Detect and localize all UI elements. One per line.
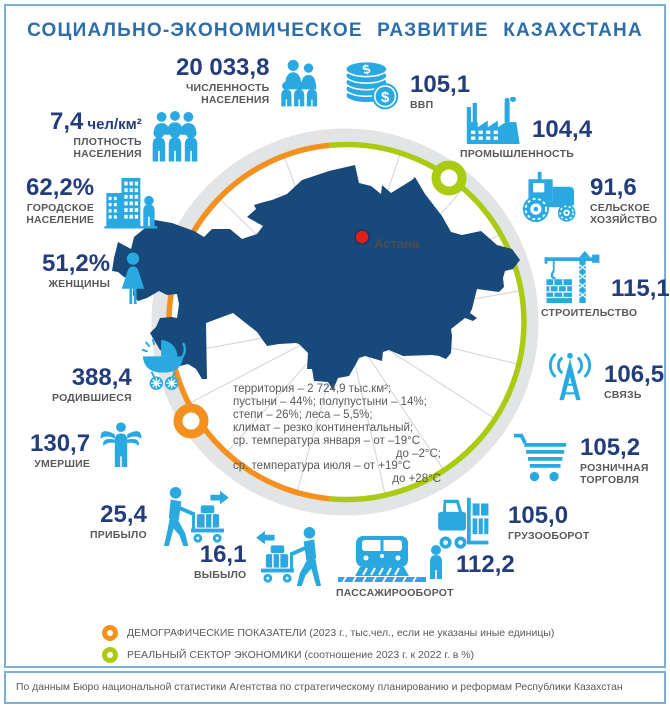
angel-icon — [98, 418, 144, 470]
industry-label: ПРОМЫШЛЕННОСТЬ — [460, 148, 574, 160]
deaths-value: 130,7 — [30, 430, 91, 457]
departed-value: 16,1 — [199, 541, 247, 568]
agriculture-label: СЕЛЬСКОЕ ХОЗЯЙСТВО — [590, 202, 658, 227]
stat-communications: 106,5 СВЯЗЬ — [544, 350, 664, 402]
pram-icon — [140, 336, 186, 394]
stat-departed: 16,1 ВЫБЫЛО — [194, 526, 330, 586]
agriculture-value: 91,6 — [590, 174, 637, 201]
source-note: По данным Бюро национальной статистики А… — [4, 671, 666, 704]
train-icon — [336, 534, 448, 583]
fact-line: степи – 26%; леса – 5,5%; — [233, 408, 373, 421]
women-value: 51,2% — [42, 250, 111, 277]
urban-label: ГОРОДСКОЕ НАСЕЛЕНИЕ — [26, 202, 95, 227]
births-label: РОДИВШИЕСЯ — [52, 392, 132, 404]
coins-icon: $ $ — [342, 56, 402, 114]
arrived-value: 25,4 — [100, 501, 147, 528]
density-unit: чел/км² — [87, 116, 142, 133]
stat-population: 20 033,8 ЧИСЛЕННОСТЬ НАСЕЛЕНИЯ — [176, 56, 323, 109]
legend-demographic-text: ДЕМОГРАФИЧЕСКИЕ ПОКАЗАТЕЛИ (2023 г., тыс… — [127, 627, 555, 639]
stat-gdp: $ $ 105,1 ВВП — [342, 56, 470, 114]
shopping-cart-icon — [510, 430, 572, 484]
fact-line: климат – резко континентальный; — [233, 421, 414, 434]
gdp-label: ВВП — [410, 99, 434, 111]
stat-births: 388,4 РОДИВШИЕСЯ — [52, 336, 186, 404]
page-title: СОЦИАЛЬНО-ЭКОНОМИЧЕСКОЕ РАЗВИТИЕ КАЗАХСТ… — [27, 20, 643, 41]
country-facts: территория – 2 724,9 тыс.км²; пустыни – … — [233, 383, 441, 486]
crowd-icon — [150, 110, 200, 163]
stat-deaths: 130,7 УМЕРШИЕ — [30, 418, 144, 470]
svg-text:$: $ — [361, 61, 373, 78]
stat-agriculture: 91,6 СЕЛЬСКОЕ ХОЗЯЙСТВО — [514, 170, 657, 227]
urban-value: 62,2% — [26, 174, 95, 201]
stat-density: 7,4 чел/км² ПЛОТНОСТЬ НАСЕЛЕНИЯ — [50, 110, 200, 163]
stat-industry: 104,4 ПРОМЫШЛЕННОСТЬ — [460, 97, 592, 160]
departed-label: ВЫБЫЛО — [194, 569, 247, 581]
density-label: ПЛОТНОСТЬ НАСЕЛЕНИЯ — [73, 136, 142, 161]
population-value: 20 033,8 — [176, 54, 270, 81]
crane-icon — [541, 250, 603, 303]
family-icon — [277, 56, 323, 109]
stat-urban: 62,2% ГОРОДСКОЕ НАСЕЛЕНИЕ — [26, 176, 158, 229]
source-note-text: По данным Бюро национальной статистики А… — [16, 682, 623, 693]
legend: ДЕМОГРАФИЧЕСКИЕ ПОКАЗАТЕЛИ (2023 г., тыс… — [102, 625, 554, 669]
fact-line: ср. температура января – от –19°С — [233, 434, 421, 447]
demographic-ring-icon — [102, 625, 118, 641]
passenger-value: 112,2 — [456, 551, 515, 578]
fact-line: пустыни – 44%; полупустыни – 14%; — [233, 395, 427, 408]
factory-icon — [460, 97, 524, 144]
fact-line: ср. температура июля – от +19°С — [233, 460, 411, 473]
fact-line: территория – 2 724,9 тыс.км²; — [233, 383, 392, 395]
passenger-label: ПАССАЖИРООБОРОТ — [336, 587, 454, 599]
gdp-value: 105,1 — [410, 71, 471, 98]
radio-tower-icon — [544, 350, 596, 402]
communications-value: 106,5 — [604, 361, 665, 388]
legend-economy: РЕАЛЬНЫЙ СЕКТОР ЭКОНОМИКИ (соотношение 2… — [102, 647, 554, 663]
city-icon — [102, 176, 158, 229]
svg-text:$: $ — [381, 89, 390, 106]
legend-demographic: ДЕМОГРАФИЧЕСКИЕ ПОКАЗАТЕЛИ (2023 г., тыс… — [102, 625, 554, 641]
industry-value: 104,4 — [532, 116, 593, 143]
construction-label: СТРОИТЕЛЬСТВО — [541, 307, 638, 319]
fact-line: до +28°С — [392, 473, 441, 486]
retail-label: РОЗНИЧНАЯ ТОРГОВЛЯ — [580, 462, 649, 487]
stat-retail: 105,2 РОЗНИЧНАЯ ТОРГОВЛЯ — [510, 430, 649, 487]
freight-label: ГРУЗООБОРОТ — [508, 530, 590, 542]
arrived-label: ПРИБЫЛО — [90, 529, 147, 541]
economy-ring-icon — [102, 647, 118, 663]
freight-value: 105,0 — [508, 502, 569, 529]
population-label: ЧИСЛЕННОСТЬ НАСЕЛЕНИЯ — [185, 82, 270, 107]
construction-value: 115,1 — [611, 275, 670, 302]
legend-economy-text: РЕАЛЬНЫЙ СЕКТОР ЭКОНОМИКИ (соотношение 2… — [127, 649, 475, 661]
tractor-icon — [514, 170, 582, 224]
fact-line: до –2°С; — [395, 447, 441, 460]
communications-label: СВЯЗЬ — [604, 389, 642, 401]
births-value: 388,4 — [71, 364, 132, 391]
density-value: 7,4 — [50, 108, 84, 135]
retail-value: 105,2 — [580, 434, 641, 461]
stat-construction: 115,1 СТРОИТЕЛЬСТВО — [541, 250, 670, 319]
deaths-label: УМЕРШИЕ — [34, 458, 91, 470]
woman-icon — [118, 252, 148, 305]
stat-passenger: 112,2 ПАССАЖИРООБОРОТ — [336, 534, 515, 599]
women-label: ЖЕНЩИНЫ — [48, 278, 111, 290]
departure-cart-icon — [254, 526, 330, 586]
stat-women: 51,2% ЖЕНЩИНЫ — [42, 252, 148, 305]
